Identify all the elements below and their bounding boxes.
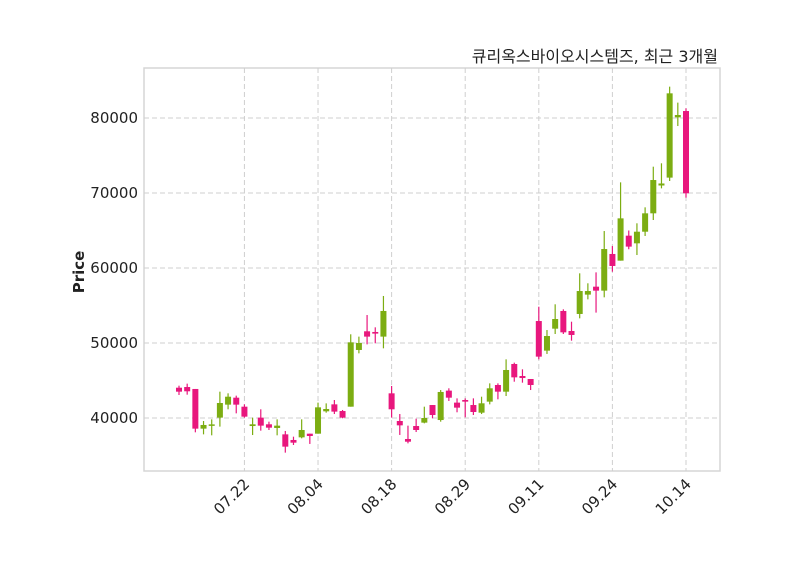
candle-body-down bbox=[192, 388, 199, 429]
candle-body-down bbox=[306, 433, 313, 436]
candle-body-down bbox=[233, 397, 240, 405]
x-tick-label: 08.29 bbox=[431, 475, 474, 518]
y-tick-label: 60000 bbox=[90, 259, 138, 277]
candle-body-down bbox=[184, 387, 191, 392]
candle-body-up bbox=[666, 93, 673, 178]
y-tick-label: 40000 bbox=[90, 409, 138, 427]
candle-body-down bbox=[331, 404, 338, 412]
candle-body-down bbox=[290, 439, 297, 443]
candle-body-down bbox=[364, 331, 371, 337]
candle-body-up bbox=[355, 342, 362, 350]
candle-body-up bbox=[617, 218, 624, 261]
x-tick-label: 09.11 bbox=[505, 475, 548, 518]
x-tick-label: 07.22 bbox=[210, 475, 253, 518]
candle-body-down bbox=[429, 405, 436, 415]
candle-body-up bbox=[633, 231, 640, 244]
candle-body-down bbox=[176, 387, 182, 392]
candle-body-down bbox=[494, 384, 501, 392]
candle-body-up bbox=[576, 291, 583, 314]
candle-body-up bbox=[437, 391, 444, 421]
x-axis-ticks: 07.22 08.04 08.18 08.29 09.11 09.24 10.14 bbox=[210, 475, 695, 518]
candle-body-down bbox=[535, 321, 542, 357]
candle-body-up bbox=[274, 425, 281, 428]
candle-body-down bbox=[683, 111, 689, 194]
y-tick-label: 80000 bbox=[90, 109, 138, 127]
candle-body-up bbox=[658, 183, 665, 186]
candle-body-up bbox=[225, 396, 232, 405]
candle-body-up bbox=[315, 407, 322, 434]
candle-body-up bbox=[208, 424, 215, 426]
candle-body-up bbox=[601, 249, 608, 291]
candle-body-down bbox=[413, 426, 420, 430]
candle-body-down bbox=[511, 363, 518, 378]
candle-body-up bbox=[642, 213, 649, 232]
candle-body-up bbox=[478, 403, 485, 413]
candle-body-down bbox=[593, 286, 600, 291]
chart-title: 큐리옥스바이오시스템즈, 최근 3개월 bbox=[472, 47, 718, 66]
candle-body-down bbox=[388, 393, 395, 410]
candle-body-down bbox=[372, 331, 379, 334]
y-tick-label: 50000 bbox=[90, 334, 138, 352]
candle-body-down bbox=[241, 406, 248, 417]
candle-body-down bbox=[257, 417, 264, 426]
candle-body-up bbox=[552, 318, 559, 329]
candle-body-down bbox=[568, 330, 575, 335]
candle-body-up bbox=[486, 388, 493, 402]
x-tick-label: 08.04 bbox=[284, 475, 327, 518]
candle-body-down bbox=[560, 310, 567, 333]
candle-body-up bbox=[298, 429, 305, 438]
candle-body-down bbox=[396, 420, 403, 426]
candle-body-down bbox=[609, 253, 616, 266]
candle-body-down bbox=[445, 390, 452, 398]
candle-body-up bbox=[421, 417, 428, 423]
candle-body-down bbox=[454, 402, 461, 408]
candle-body-down bbox=[625, 235, 632, 247]
plot-area bbox=[143, 67, 721, 472]
candle-body-down bbox=[462, 399, 469, 402]
candle-body-down bbox=[527, 378, 534, 385]
candle-body-up bbox=[503, 369, 510, 392]
candles bbox=[176, 86, 689, 453]
candle-body-up bbox=[323, 408, 330, 412]
candle-body-up bbox=[216, 402, 223, 418]
x-tick-label: 08.18 bbox=[357, 475, 400, 518]
candle-body-up bbox=[200, 424, 207, 429]
candle-body-down bbox=[265, 424, 272, 428]
candle-body-up bbox=[380, 310, 387, 337]
candle-body-down bbox=[519, 375, 526, 379]
y-axis-label: Price bbox=[70, 251, 88, 294]
candle-body-up bbox=[543, 336, 550, 351]
y-axis-ticks: 40000 50000 60000 70000 80000 bbox=[90, 109, 138, 427]
candle-body-up bbox=[584, 291, 591, 295]
candle-body-down bbox=[470, 405, 477, 412]
candle-body-up bbox=[674, 115, 681, 118]
candle-body-up bbox=[347, 342, 354, 407]
x-tick-label: 09.24 bbox=[578, 475, 621, 518]
candle-body-up bbox=[650, 180, 657, 214]
candle-body-up bbox=[249, 424, 256, 427]
y-tick-label: 70000 bbox=[90, 184, 138, 202]
x-tick-label: 10.14 bbox=[652, 475, 695, 518]
candle-body-down bbox=[282, 434, 289, 447]
candle-body-down bbox=[404, 438, 411, 442]
candle-body-down bbox=[339, 411, 346, 418]
